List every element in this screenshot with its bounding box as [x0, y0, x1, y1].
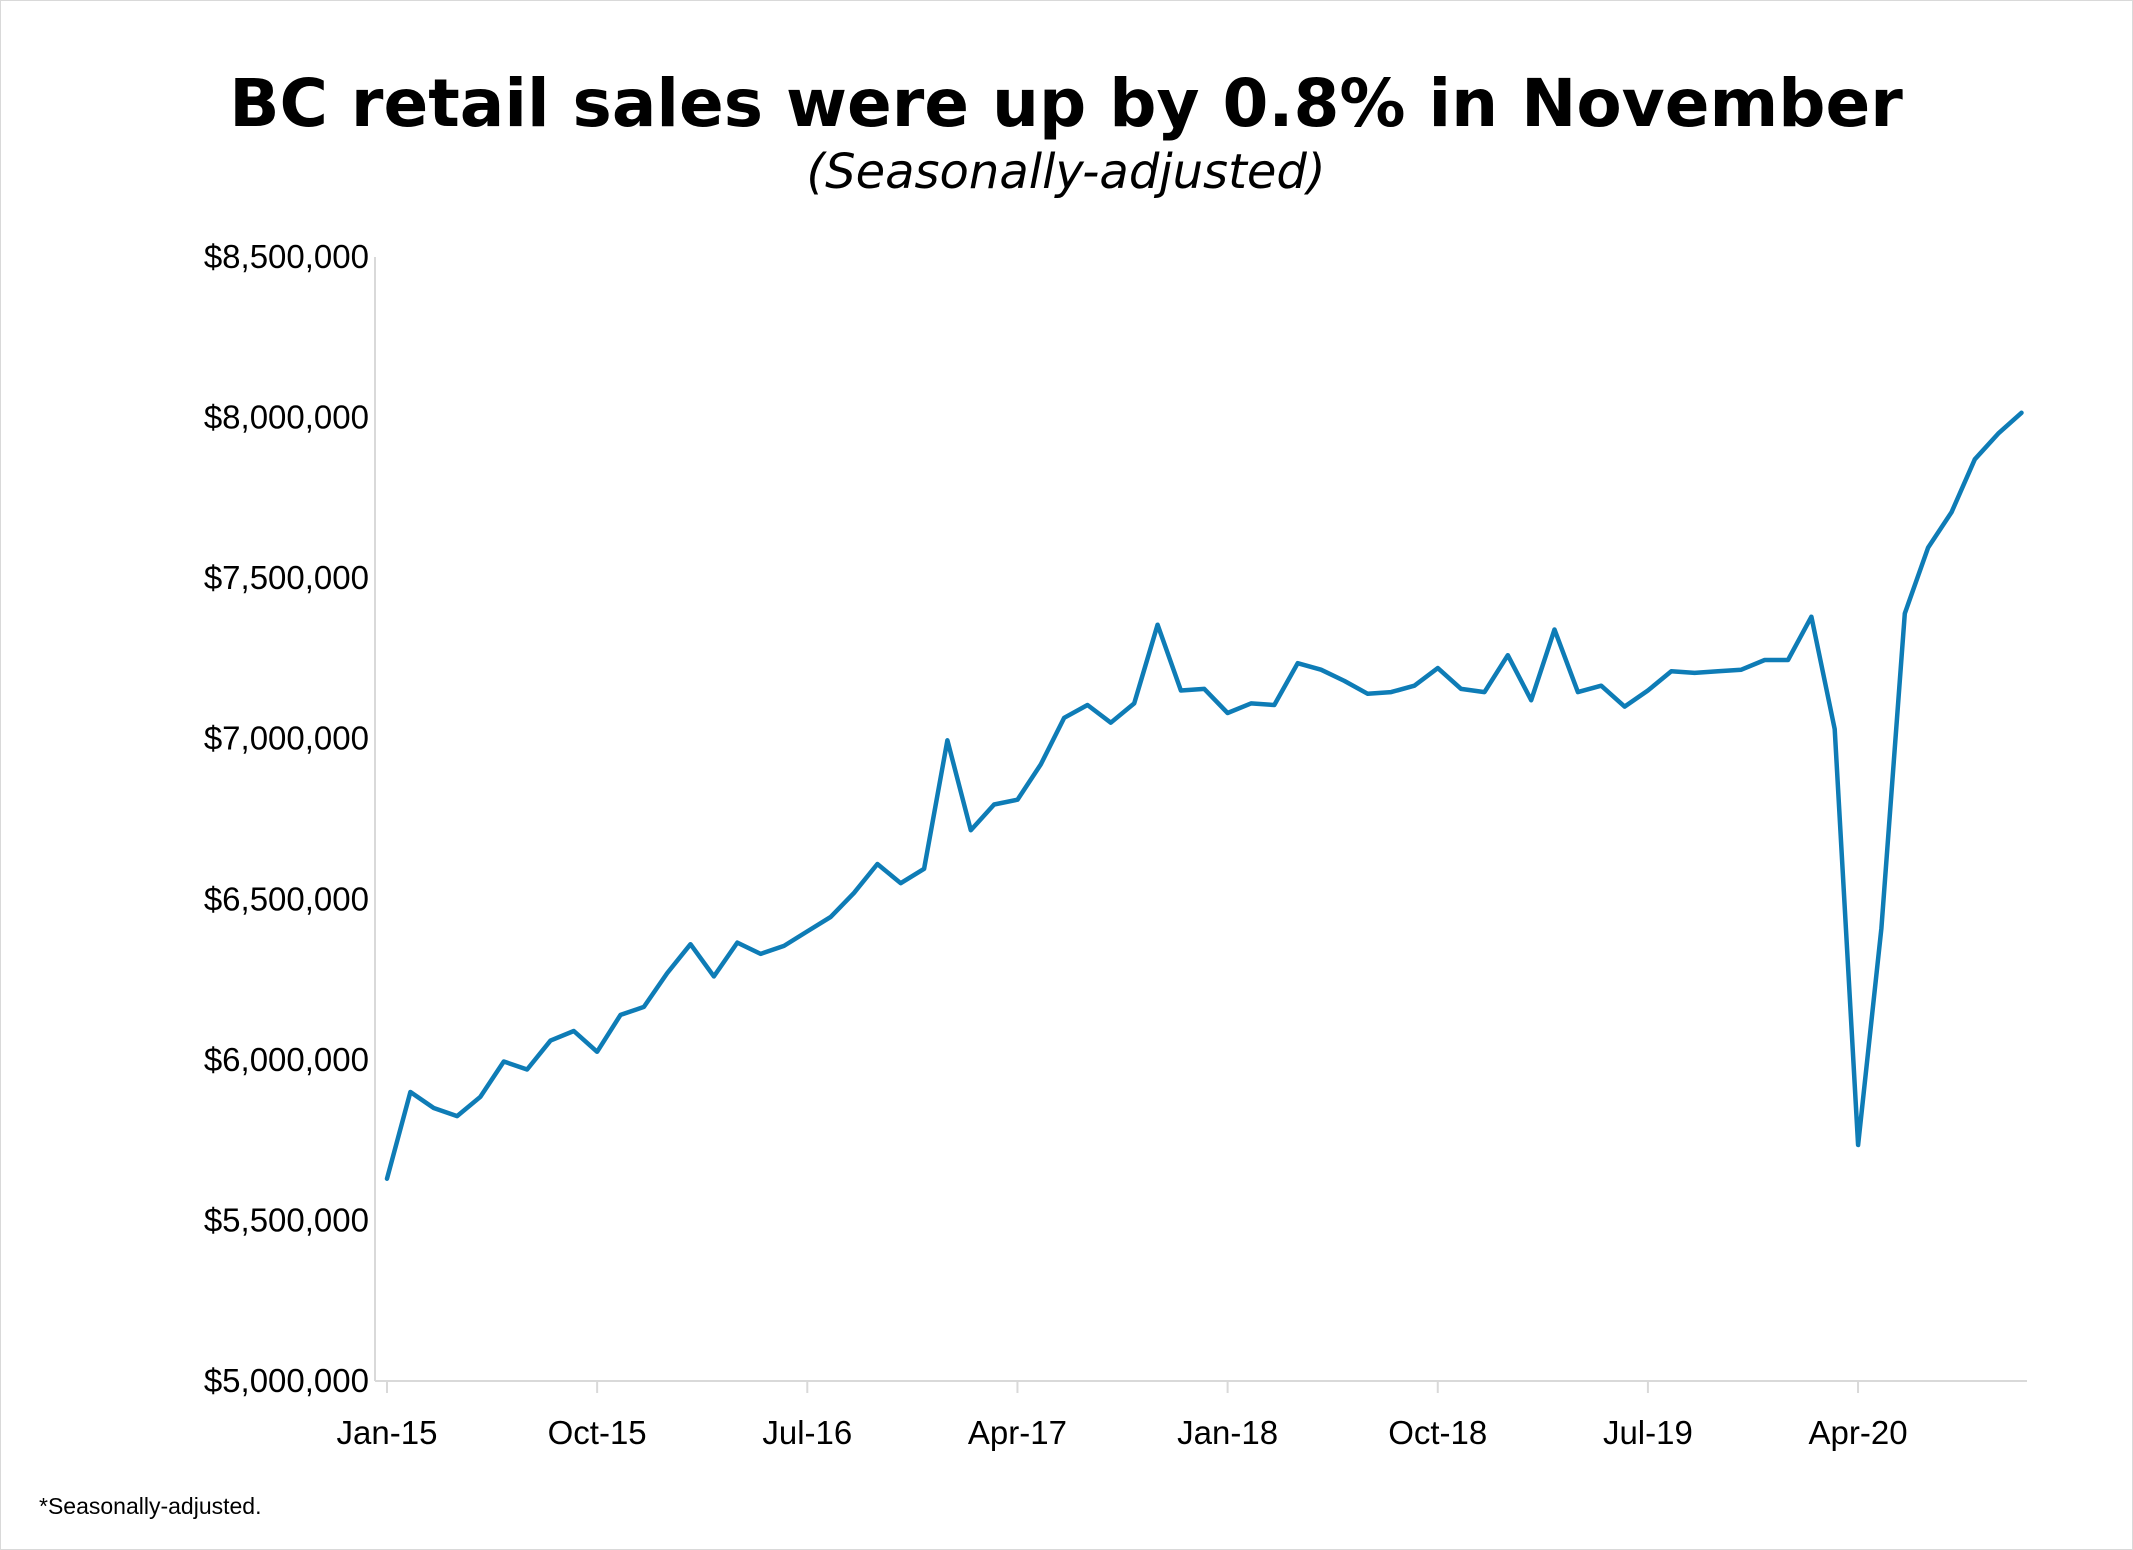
x-tick-label: Jan-18 [1177, 1414, 1278, 1451]
x-tick-label: Apr-17 [968, 1414, 1067, 1451]
series-line-0 [384, 410, 2024, 1181]
x-axis-ticks: Jan-15 Oct-15 Jul-16 Apr-17 Jan-18 Oct-18 Jul-… [337, 1381, 1908, 1451]
y-tick-label: $8,500,000 [204, 238, 369, 275]
x-tick-label: Jan-15 [337, 1414, 438, 1451]
x-tick-label: Jul-16 [762, 1414, 852, 1451]
y-tick-label: $7,000,000 [204, 720, 369, 757]
y-axis-ticks: $5,000,000 $5,500,000 $6,000,000 $6,500,000… [204, 238, 369, 1399]
y-tick-label: $6,500,000 [204, 880, 369, 917]
series-layer [384, 410, 2024, 1181]
x-tick-label: Oct-15 [548, 1414, 647, 1451]
y-tick-label: $7,500,000 [204, 559, 369, 596]
chart-subtitle: (Seasonally-adjusted) [806, 144, 1325, 200]
y-tick-label: $8,000,000 [204, 399, 369, 436]
axes [374, 257, 2027, 1382]
x-tick-label: Oct-18 [1388, 1414, 1487, 1451]
chart-title: BC retail sales were up by 0.8% in Novem… [229, 65, 1903, 142]
y-tick-label: $5,000,000 [204, 1362, 369, 1399]
x-tick-label: Jul-19 [1603, 1414, 1693, 1451]
x-tick-label: Apr-20 [1809, 1414, 1908, 1451]
y-tick-label: $5,500,000 [204, 1201, 369, 1238]
footnote: *Seasonally-adjusted. [39, 1493, 261, 1519]
y-tick-label: $6,000,000 [204, 1041, 369, 1078]
